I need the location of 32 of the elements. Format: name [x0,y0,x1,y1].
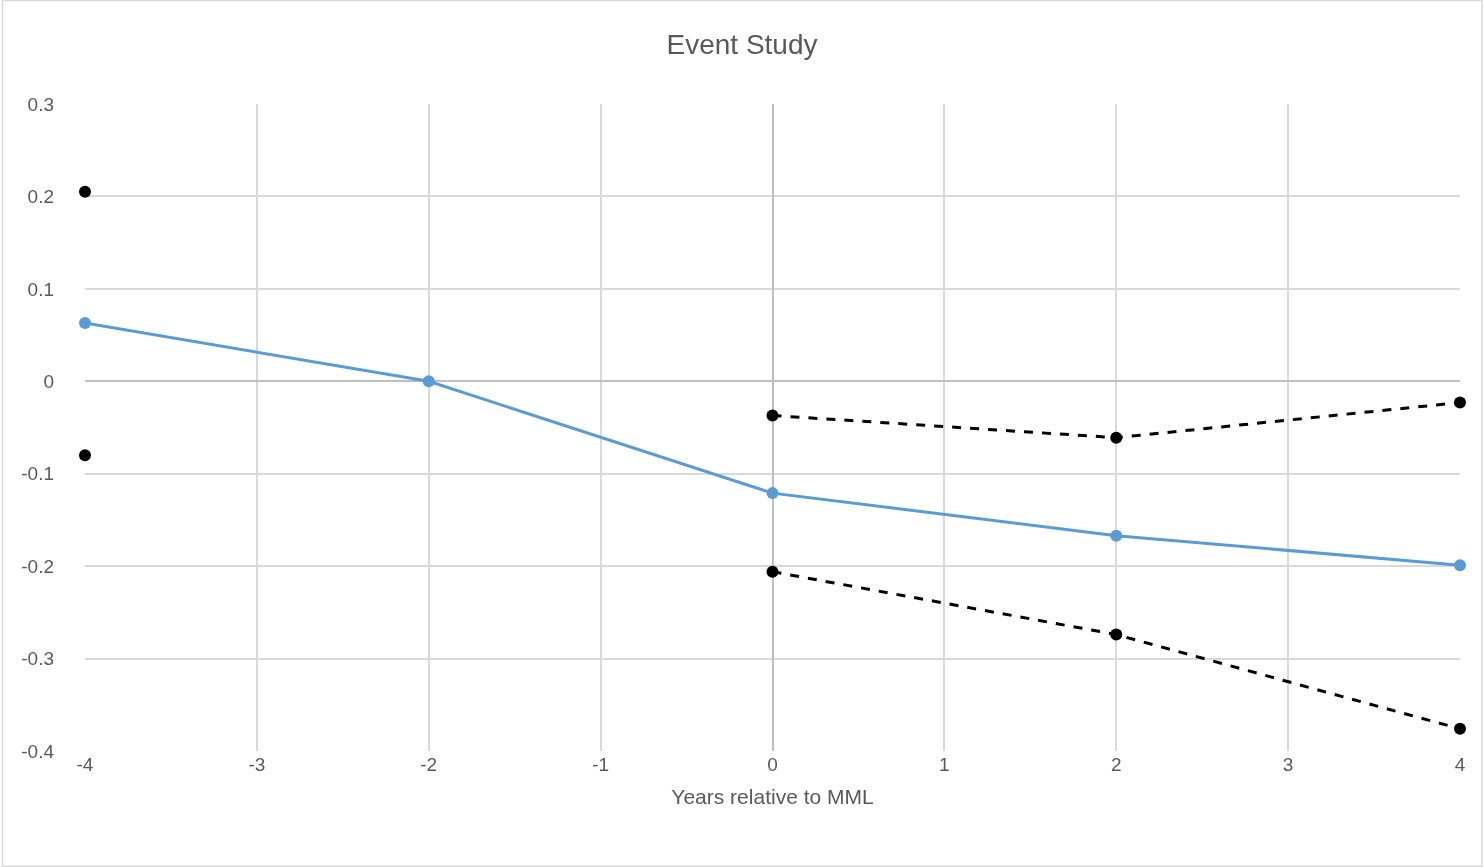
point [1110,431,1123,444]
x-tick-label: -2 [420,754,438,775]
y-tick-label: 0 [43,370,54,392]
point [79,449,91,462]
x-tick-label: -4 [76,754,94,775]
point [766,409,779,422]
x-tick-label: 4 [1454,754,1466,775]
point [79,185,91,198]
point [1454,722,1466,735]
point [1454,396,1466,409]
point [422,375,435,388]
x-axis-title: Years relative to MML [671,785,874,809]
chart-title: Event Study [666,29,818,61]
y-tick-label: -0.4 [21,740,55,762]
x-tick-label: 0 [767,754,778,775]
y-tick-label: -0.2 [21,555,54,577]
x-tick-label: 3 [1282,754,1294,775]
point [1110,628,1123,641]
y-tick-label: -0.1 [21,463,54,485]
point [766,565,779,578]
y-tick-label: 0.1 [27,278,54,300]
y-tick-label: 0.3 [27,93,54,115]
point [79,317,91,330]
y-tick-label: -0.3 [21,648,54,670]
y-tick-label: 0.2 [27,186,54,208]
x-tick-label: -3 [248,754,266,775]
x-tick-label: 2 [1110,754,1122,775]
point [1454,559,1466,572]
x-tick-label: -1 [592,754,610,775]
point [1110,529,1123,542]
point [766,487,779,500]
x-tick-label: 1 [939,754,950,775]
